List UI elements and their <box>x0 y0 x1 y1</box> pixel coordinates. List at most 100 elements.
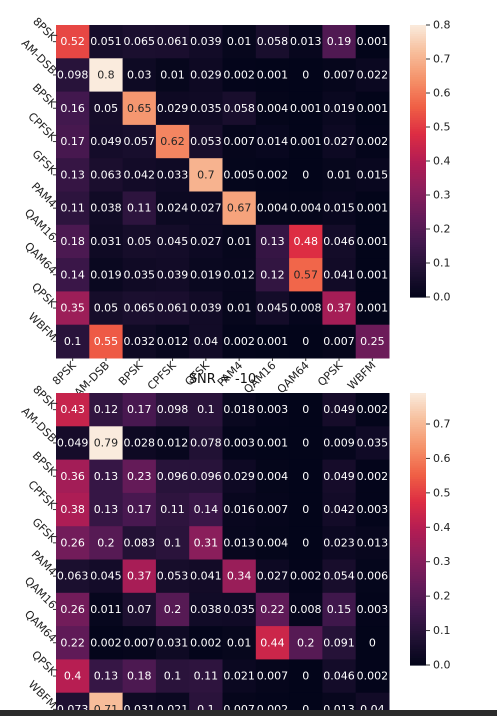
heatmap-cell <box>155 526 190 560</box>
cell-value-label: 0.057 <box>124 135 156 148</box>
colorbar-segment <box>410 217 426 221</box>
colorbar-tick-label: 0.7 <box>433 417 451 430</box>
cell-value-label: 0.012 <box>223 268 255 281</box>
heatmap-cell <box>189 659 223 694</box>
colorbar-segment <box>410 653 426 657</box>
cell-value-label: 0.001 <box>357 302 389 315</box>
cell-value-label: 0.045 <box>157 235 189 248</box>
cell-value-label: 0.096 <box>190 470 222 483</box>
heatmap-cell <box>189 426 223 461</box>
heatmap-cell <box>89 526 124 560</box>
heatmap-cell <box>322 426 357 461</box>
colorbar-segment <box>410 644 426 648</box>
heatmap-cell <box>189 258 223 292</box>
cell-value-label: 0.65 <box>127 102 152 115</box>
colorbar-segment <box>410 490 426 494</box>
colorbar-segment <box>410 140 426 144</box>
cell-value-label: 0.015 <box>323 202 355 215</box>
heatmap-cell <box>89 124 124 159</box>
cell-value-label: 0.36 <box>60 470 85 483</box>
cell-value-label: 0.55 <box>94 335 119 348</box>
colorbar-segment <box>410 651 426 655</box>
colorbar-segment <box>410 465 426 469</box>
colorbar-segment <box>410 122 426 126</box>
heatmap-cell <box>222 25 257 59</box>
colorbar-segment <box>410 393 426 396</box>
colorbar-segment <box>410 176 426 180</box>
colorbar-segment <box>410 117 426 121</box>
colorbar-segment <box>410 442 426 446</box>
cell-value-label: 0.12 <box>94 403 119 416</box>
colorbar-segment <box>410 25 426 28</box>
heatmap-cell <box>355 158 390 192</box>
cell-value-label: 0.015 <box>357 168 389 181</box>
cell-value-label: 0.05 <box>94 102 119 115</box>
cell-value-label: 0.001 <box>290 135 322 148</box>
heatmap-cell <box>322 91 357 126</box>
heatmap-cell <box>255 559 290 594</box>
colorbar-segment <box>410 567 426 571</box>
colorbar-segment <box>410 267 426 271</box>
cell-value-label: 0.033 <box>157 168 189 181</box>
colorbar-segment <box>410 621 426 625</box>
heatmap-cell <box>289 291 323 326</box>
heatmap-cell <box>122 258 157 292</box>
cell-value-label: 0.002 <box>90 636 122 649</box>
colorbar-segment <box>410 508 426 512</box>
heatmap-cell <box>89 559 124 594</box>
cell-value-label: 0.001 <box>357 35 389 48</box>
cell-value-label: 0.042 <box>323 503 355 516</box>
cell-value-label: 0.001 <box>357 235 389 248</box>
cell-value-label: 0.008 <box>290 603 322 616</box>
heatmap-cell <box>222 258 257 292</box>
colorbar-segment <box>410 208 426 212</box>
heatmap-cell <box>255 58 290 93</box>
colorbar-segment <box>410 658 426 662</box>
colorbar-segment <box>410 542 426 546</box>
colorbar-tick-label: 0.2 <box>433 590 451 603</box>
heatmap-cell <box>89 459 124 494</box>
heatmap-cell <box>289 58 323 93</box>
heatmap-cell <box>189 526 223 560</box>
cell-value-label: 0.11 <box>160 503 185 516</box>
colorbar-segment <box>410 531 426 535</box>
heatmap-cell <box>56 592 90 627</box>
heatmap-cell <box>56 25 90 59</box>
colorbar-segment <box>410 31 426 35</box>
colorbar-segment <box>410 608 426 612</box>
colorbar-segment <box>410 402 426 405</box>
colorbar-segment <box>410 474 426 478</box>
heatmap-cell <box>155 592 190 627</box>
cell-value-label: 0.012 <box>157 335 189 348</box>
x-tick-label: CPFSK <box>145 358 179 392</box>
heatmap-cell <box>189 191 223 226</box>
colorbar-segment <box>410 269 426 273</box>
colorbar-segment <box>410 158 426 162</box>
heatmap-cell <box>255 124 290 159</box>
colorbar-segment <box>410 420 426 424</box>
cell-value-label: 0 <box>302 335 309 348</box>
heatmap-cell <box>322 492 357 527</box>
colorbar-segment <box>410 538 426 541</box>
cell-value-label: 0.11 <box>60 202 85 215</box>
colorbar-segment <box>410 233 426 237</box>
cell-value-label: 0.13 <box>94 670 119 683</box>
heatmap-cell <box>56 324 90 359</box>
cell-value-label: 0.004 <box>257 536 289 549</box>
cell-value-label: 0.049 <box>90 135 122 148</box>
colorbar-segment <box>410 79 426 83</box>
heatmap-cell <box>189 459 223 494</box>
colorbar-segment <box>410 590 426 594</box>
heatmap-cell <box>56 58 90 93</box>
heatmap-cell <box>289 393 323 427</box>
colorbar-segment <box>410 631 426 634</box>
cell-value-label: 0.029 <box>157 102 189 115</box>
heatmap-cell <box>122 492 157 527</box>
heatmap-cell <box>322 58 357 93</box>
colorbar-segment <box>410 88 426 92</box>
heatmap-cell <box>355 291 390 326</box>
cell-value-label: 0.7 <box>197 168 215 181</box>
cell-value-label: 0.053 <box>157 570 189 583</box>
cell-value-label: 0.01 <box>227 235 252 248</box>
cell-value-label: 0.058 <box>257 35 289 48</box>
